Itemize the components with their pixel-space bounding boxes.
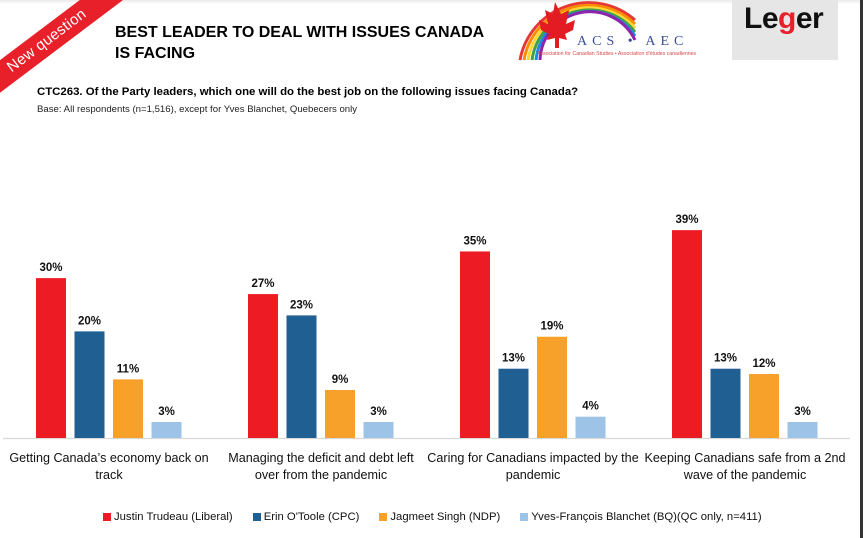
data-label: 30% <box>39 262 62 274</box>
bar-chart: 30% 20% 11% 3% 27% 23% 9% 3% 35% 13% 19% 4% 39% 13% 12… <box>3 214 850 440</box>
legend-swatch <box>252 513 261 521</box>
data-label: 13% <box>502 353 525 365</box>
data-label: 13% <box>714 353 737 365</box>
data-label: 23% <box>290 299 313 311</box>
bar-1-2 <box>74 331 105 438</box>
window-border <box>860 0 863 538</box>
bar-1-1 <box>36 278 66 438</box>
acs-logo: ACS • AEC Association for Canadian Studi… <box>515 0 735 62</box>
legend-swatch <box>103 513 111 521</box>
data-label: 20% <box>78 315 101 327</box>
legend-swatch <box>520 513 529 521</box>
data-label: 11% <box>117 363 139 375</box>
data-label: 35% <box>463 235 486 247</box>
maple-leaf-rainbow-icon <box>518 1 637 61</box>
acs-logo-text: ACS • AEC <box>577 34 689 49</box>
data-label: 9% <box>332 374 349 386</box>
chart-legend: Justin Trudeau (Liberal) Erin O'Toole (CP… <box>103 511 762 523</box>
bar-2-1 <box>248 294 278 438</box>
base-note: Base: All respondents (n=1,516), except … <box>37 104 358 115</box>
category-label: Caring for Canadians impacted by the pan… <box>427 451 639 482</box>
bar-1-4 <box>151 422 182 438</box>
bar-2-2 <box>286 315 317 438</box>
legend-item: Justin Trudeau (Liberal) <box>103 511 233 523</box>
leger-logo-text: Leger <box>744 2 824 35</box>
page-title: BEST LEADER TO DEAL WITH ISSUES CANADA I… <box>115 24 484 62</box>
legend-label: Yves-François Blanchet (BQ)(QC only, n=4… <box>531 511 762 523</box>
legend-swatch <box>379 513 388 521</box>
bar-4-1 <box>672 230 702 438</box>
bar-4-3 <box>749 374 779 438</box>
data-label: 4% <box>582 401 599 413</box>
category-label: Keeping Canadians safe from a 2nd wave o… <box>644 451 846 482</box>
data-label: 3% <box>794 406 811 418</box>
data-label: 39% <box>675 214 698 226</box>
category-label: Getting Canada’s economy back on track <box>9 451 209 482</box>
data-label: 3% <box>158 406 175 418</box>
bar-3-3 <box>537 336 567 438</box>
data-label: 19% <box>540 321 563 333</box>
legend-item: Erin O'Toole (CPC) <box>252 511 360 523</box>
bar-3-1 <box>460 251 490 438</box>
bar-3-2 <box>498 368 529 438</box>
legend-item: Yves-François Blanchet (BQ)(QC only, n=4… <box>520 511 762 523</box>
bar-2-3 <box>325 390 355 438</box>
bar-4-4 <box>787 422 818 438</box>
top-shadow <box>0 0 862 4</box>
legend-label: Erin O'Toole (CPC) <box>263 511 360 523</box>
bar-4-2 <box>710 368 741 438</box>
data-label: 3% <box>370 406 387 418</box>
bar-2-4 <box>363 422 394 438</box>
acs-logo-subtitle: Association for Canadian Studies • Assoc… <box>537 51 697 57</box>
data-label: 27% <box>251 278 274 290</box>
data-label: 12% <box>752 358 775 370</box>
bar-1-3 <box>113 379 143 438</box>
legend-label: Jagmeet Singh (NDP) <box>390 511 501 523</box>
bar-3-4 <box>575 416 606 438</box>
legend-label: Justin Trudeau (Liberal) <box>114 511 233 523</box>
category-label: Managing the deficit and debt left over … <box>228 451 414 482</box>
question-text: CTC263. Of the Party leaders, which one … <box>37 86 579 98</box>
leger-logo: Leger <box>732 0 838 60</box>
legend-item: Jagmeet Singh (NDP) <box>379 511 500 523</box>
